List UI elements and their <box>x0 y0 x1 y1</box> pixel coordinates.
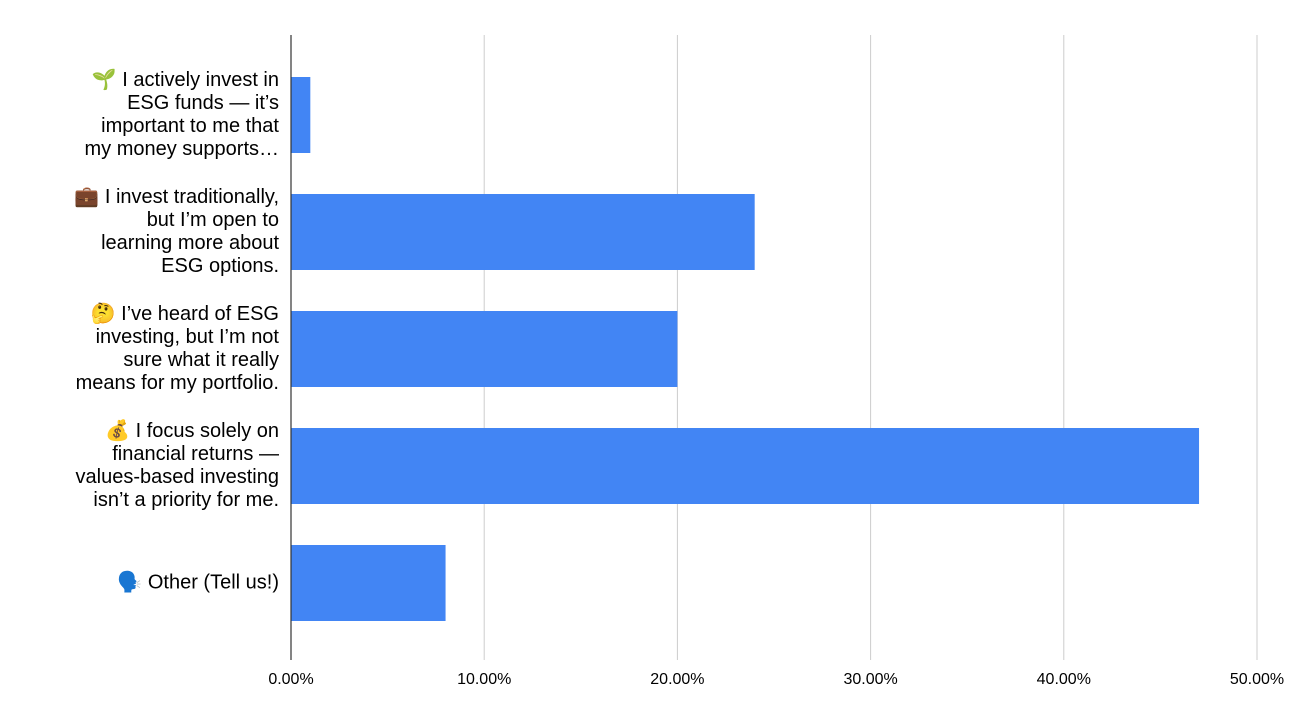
x-tick-label: 20.00% <box>650 671 704 688</box>
x-tick-label: 0.00% <box>268 671 313 688</box>
bar <box>291 194 755 270</box>
x-tick-label: 30.00% <box>843 671 897 688</box>
y-tick-label: 🗣️ Other (Tell us!) <box>117 571 279 594</box>
x-tick-label: 50.00% <box>1230 671 1284 688</box>
y-tick-label: 💼 I invest traditionally, but I’m open t… <box>74 186 279 277</box>
bar <box>291 77 311 153</box>
y-tick-label: 🌱 I actively invest in ESG funds — it’s … <box>84 69 279 160</box>
y-tick-label: 💰 I focus solely on financial returns — … <box>75 420 279 511</box>
bar <box>291 545 446 621</box>
y-tick-label: 🤔 I’ve heard of ESG investing, but I’m n… <box>75 303 279 394</box>
bar <box>291 428 1200 504</box>
x-tick-label: 40.00% <box>1037 671 1091 688</box>
x-tick-label: 10.00% <box>457 671 511 688</box>
bar <box>291 311 678 387</box>
